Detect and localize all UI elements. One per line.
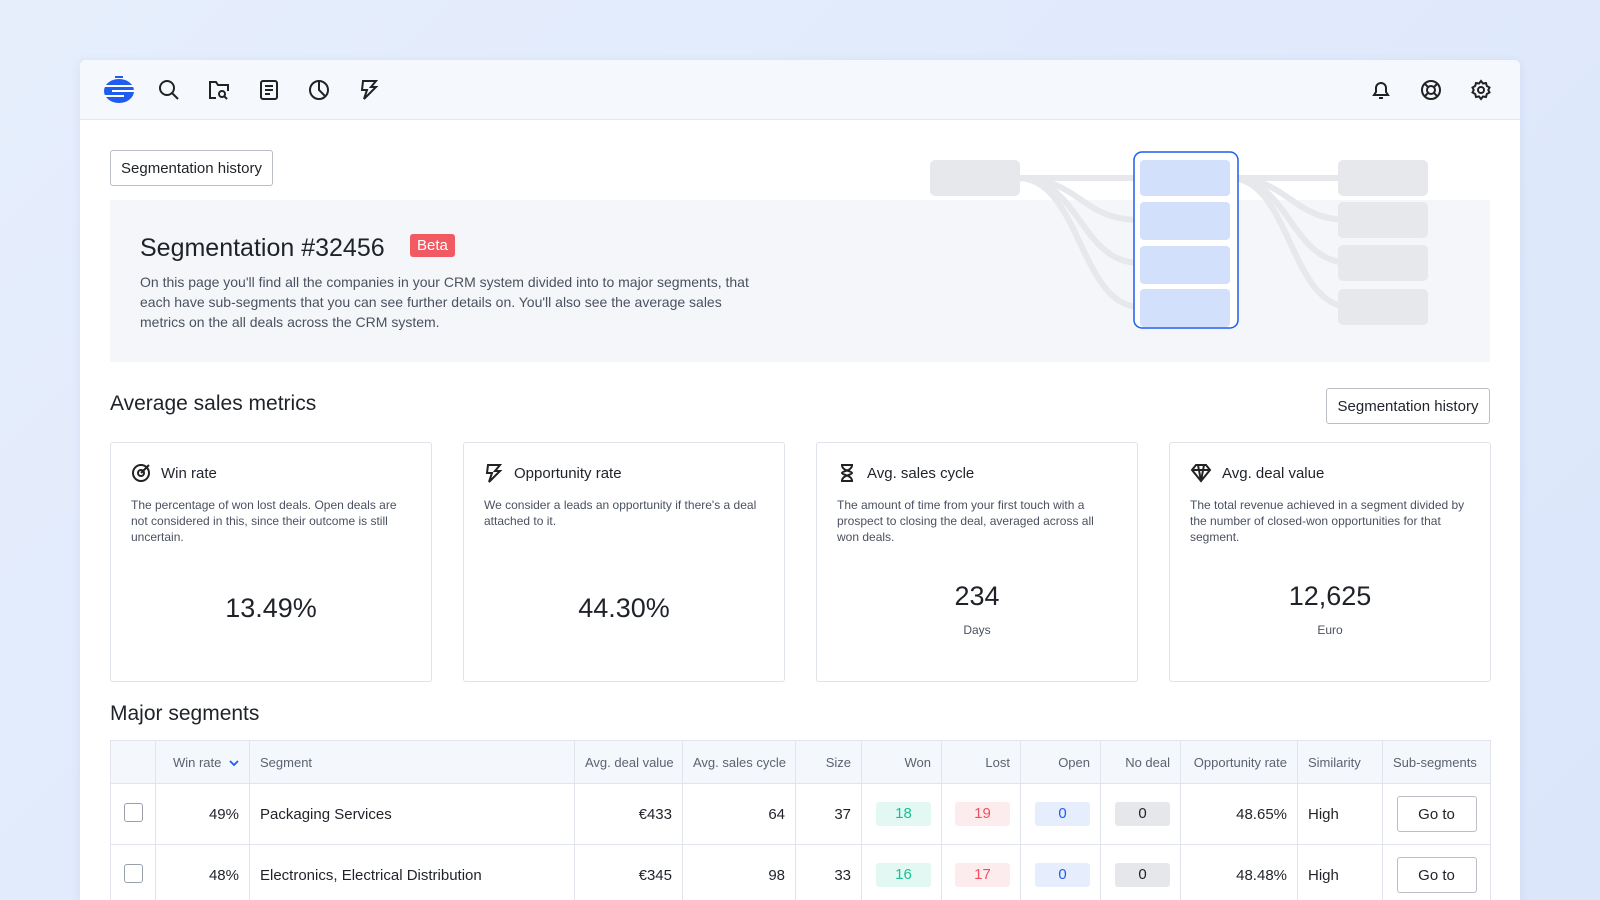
page-title: Segmentation #32456 bbox=[140, 234, 385, 262]
open-count: 0 bbox=[1035, 802, 1090, 826]
segmentation-history-button[interactable]: Segmentation history bbox=[110, 150, 273, 186]
app-window: Segmentation #32456 Beta On this page yo… bbox=[80, 60, 1520, 900]
go-to-button[interactable]: Go to bbox=[1396, 796, 1477, 832]
lost-cell: 17 bbox=[941, 844, 1021, 900]
gear-icon[interactable] bbox=[1456, 70, 1506, 110]
column-won[interactable]: Won bbox=[861, 740, 942, 784]
lost-count: 19 bbox=[955, 802, 1010, 826]
column-opportunity-rate[interactable]: Opportunity rate bbox=[1180, 740, 1298, 784]
table-row: 49% Packaging Services €433 64 37 18 19 0 0… bbox=[110, 783, 1491, 845]
metric-title: Avg. sales cycle bbox=[867, 464, 975, 482]
main-content-scroll-area[interactable]: Segmentation #32456 Beta On this page yo… bbox=[80, 120, 1520, 900]
lost-cell: 19 bbox=[941, 783, 1021, 845]
go-to-button[interactable]: Go to bbox=[1396, 857, 1477, 893]
column-no-deal[interactable]: No deal bbox=[1100, 740, 1181, 784]
size-cell: 33 bbox=[795, 844, 862, 900]
metrics-history-button[interactable]: Segmentation history bbox=[1326, 388, 1490, 424]
size-cell: 37 bbox=[795, 783, 862, 845]
deal-value-cell: €345 bbox=[574, 844, 683, 900]
no-deal-count: 0 bbox=[1115, 802, 1170, 826]
metric-card-win-rate: Win rate The percentage of won lost deal… bbox=[110, 442, 432, 682]
hourglass-icon bbox=[840, 464, 854, 482]
document-icon[interactable] bbox=[244, 70, 294, 110]
column-sub-segments: Sub-segments bbox=[1382, 740, 1491, 784]
logo[interactable] bbox=[94, 70, 144, 110]
won-cell: 16 bbox=[861, 844, 942, 900]
metric-value: 234 bbox=[954, 581, 1000, 611]
metric-unit: Days bbox=[963, 623, 991, 637]
diamond-icon bbox=[1190, 464, 1212, 483]
metric-description: The total revenue achieved in a segment … bbox=[1190, 498, 1465, 544]
bolt-icon bbox=[485, 464, 503, 483]
opportunity-rate-cell: 48.65% bbox=[1180, 783, 1298, 845]
won-count: 16 bbox=[876, 863, 931, 887]
similarity-cell: High bbox=[1297, 783, 1383, 845]
column-size[interactable]: Size bbox=[795, 740, 862, 784]
metric-value: 13.49% bbox=[225, 593, 317, 623]
lifebuoy-icon[interactable] bbox=[1406, 70, 1456, 110]
metric-unit: Euro bbox=[1317, 623, 1343, 637]
metric-description: The amount of time from your first touch… bbox=[837, 498, 1094, 544]
segmentation-flow-illustration bbox=[930, 151, 1428, 329]
segments-table: Win rate Segment Avg. deal value Avg. sa… bbox=[110, 740, 1491, 900]
row-checkbox[interactable] bbox=[123, 863, 143, 883]
column-deal-value[interactable]: Avg. deal value bbox=[574, 740, 683, 784]
open-cell: 0 bbox=[1020, 844, 1101, 900]
segments-title: Major segments bbox=[110, 702, 260, 725]
beta-badge: Beta bbox=[410, 234, 455, 257]
metric-card-opportunity-rate: Opportunity rate We consider a leads an … bbox=[463, 442, 785, 682]
win-rate-cell: 48% bbox=[155, 844, 250, 900]
column-win-rate[interactable]: Win rate bbox=[155, 740, 250, 784]
metric-description: We consider a leads an opportunity if th… bbox=[484, 498, 757, 528]
lost-count: 17 bbox=[955, 863, 1010, 887]
column-lost[interactable]: Lost bbox=[941, 740, 1021, 784]
column-segment[interactable]: Segment bbox=[249, 740, 575, 784]
open-count: 0 bbox=[1035, 863, 1090, 887]
metric-card-avg-deal-value: Avg. deal value The total revenue achiev… bbox=[1169, 442, 1491, 682]
column-sales-cycle[interactable]: Avg. sales cycle bbox=[682, 740, 796, 784]
open-cell: 0 bbox=[1020, 783, 1101, 845]
metric-title: Opportunity rate bbox=[514, 464, 622, 482]
won-cell: 18 bbox=[861, 783, 942, 845]
no-deal-cell: 0 bbox=[1100, 783, 1181, 845]
deal-value-cell: €433 bbox=[574, 783, 683, 845]
hero-panel: Segmentation #32456 Beta On this page yo… bbox=[110, 200, 1490, 362]
metric-title: Win rate bbox=[161, 464, 217, 482]
top-nav bbox=[80, 60, 1520, 120]
bolt-icon[interactable] bbox=[344, 70, 394, 110]
column-open[interactable]: Open bbox=[1020, 740, 1101, 784]
won-count: 18 bbox=[876, 802, 931, 826]
sales-cycle-cell: 64 bbox=[682, 783, 796, 845]
metric-card-avg-sales-cycle: Avg. sales cycle The amount of time from… bbox=[816, 442, 1138, 682]
metric-value: 12,625 bbox=[1288, 581, 1372, 611]
column-similarity[interactable]: Similarity bbox=[1297, 740, 1383, 784]
folder-search-icon[interactable] bbox=[194, 70, 244, 110]
pie-chart-icon[interactable] bbox=[294, 70, 344, 110]
opportunity-rate-cell: 48.48% bbox=[1180, 844, 1298, 900]
no-deal-cell: 0 bbox=[1100, 844, 1181, 900]
metric-description: The percentage of won lost deals. Open d… bbox=[131, 498, 397, 544]
metric-title: Avg. deal value bbox=[1222, 464, 1325, 482]
segment-name: Electronics, Electrical Distribution bbox=[249, 844, 575, 900]
segment-name: Packaging Services bbox=[249, 783, 575, 845]
page-description: On this page you'll find all the compani… bbox=[140, 274, 749, 330]
select-column bbox=[110, 740, 156, 784]
metrics-title: Average sales metrics bbox=[110, 392, 317, 415]
sales-cycle-cell: 98 bbox=[682, 844, 796, 900]
bell-icon[interactable] bbox=[1356, 70, 1406, 110]
no-deal-count: 0 bbox=[1115, 863, 1170, 887]
win-rate-cell: 49% bbox=[155, 783, 250, 845]
row-checkbox[interactable] bbox=[123, 802, 143, 822]
target-icon bbox=[132, 464, 150, 482]
table-header: Win rate Segment Avg. deal value Avg. sa… bbox=[110, 740, 1491, 784]
search-icon[interactable] bbox=[144, 70, 194, 110]
chevron-down-icon bbox=[229, 759, 239, 766]
similarity-cell: High bbox=[1297, 844, 1383, 900]
table-row: 48% Electronics, Electrical Distribution… bbox=[110, 844, 1491, 900]
metric-value: 44.30% bbox=[578, 593, 670, 623]
